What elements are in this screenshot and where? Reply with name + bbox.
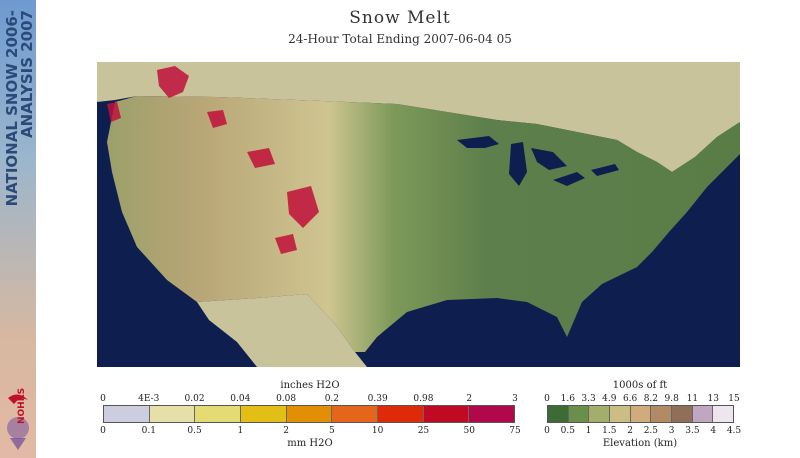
elev-legend-bottom-label-5: 2.5 [643,426,659,436]
great-lakes [457,136,619,186]
elev-legend-bottom-unit: Elevation (km) [602,438,678,449]
snow-legend-top-label-3: 0.04 [230,394,251,404]
snow-legend-bottom-label-2: 0.5 [187,426,202,436]
elev-legend-bottom-label-1: 0.5 [560,426,575,436]
snow-melt-map [97,62,740,367]
snow-melt-legend-bar [103,405,515,423]
snow-legend-top-label-5: 0.2 [324,394,340,404]
elev-legend-top-label-0: 0 [544,394,550,404]
snow-legend-swatch-6 [378,406,424,422]
snow-legend-bottom-label-7: 25 [417,426,430,436]
elev-legend-top-label-8: 13 [707,394,719,404]
snow-legend-top-unit: inches H2O [280,380,340,391]
snow-legend-swatch-4 [286,406,333,422]
elev-legend-swatch-8 [713,406,734,422]
snow-legend-swatch-1 [149,406,196,422]
elev-legend-top-label-3: 4.9 [602,394,617,404]
elev-legend-swatch-4 [630,406,652,422]
snow-legend-swatch-8 [469,406,515,422]
elev-legend-swatch-7 [692,406,714,422]
canada-land [97,62,740,172]
sidebar-banner: NATIONAL SNOW 2006- ANALYSIS 2007 NOHRSC [0,0,36,458]
logo-text: NOHRSC [17,388,27,424]
elev-legend-swatch-1 [568,406,590,422]
snow-legend-swatch-5 [332,406,379,422]
elev-legend-bottom-label-0: 0 [544,426,550,436]
mexico-land [197,294,367,367]
snow-legend-swatch-2 [195,406,242,422]
elev-legend-bottom-label-4: 2 [627,426,633,436]
snow-legend-bottom-label-9: 75 [509,426,521,436]
snow-legend-swatch-7 [423,406,470,422]
page-title: Snow Melt [349,8,451,28]
elev-legend-bottom-label-9: 4.5 [726,426,742,436]
snow-legend-top-label-9: 3 [512,394,518,404]
elev-legend-bottom-label-2: 1 [585,426,592,436]
snow-legend-bottom-label-0: 0 [100,426,106,436]
snow-legend-bottom-label-3: 1 [237,426,244,436]
snow-legend-bottom-label-1: 0.1 [141,426,156,436]
elev-legend-swatch-2 [589,406,611,422]
elev-legend-top-label-1: 1.6 [560,394,575,404]
snow-legend-bottom-label-6: 10 [371,426,384,436]
elev-legend-top-label-7: 11 [686,394,699,404]
snow-legend-bottom-label-8: 50 [463,426,475,436]
snow-legend-top-label-6: 0.39 [367,394,388,404]
snow-legend-top-label-2: 0.02 [184,394,205,404]
elev-legend-swatch-3 [610,406,631,422]
snow-legend-bottom-label-5: 5 [329,426,335,436]
elev-legend-bottom-label-6: 3 [668,426,675,436]
snow-legend-top-label-1: 4E-3 [138,394,160,404]
sidebar-title-line2: ANALYSIS [18,56,36,139]
page-subtitle: 24-Hour Total Ending 2007-06-04 05 [288,32,512,46]
elev-legend-bottom-label-3: 1.5 [602,426,617,436]
melt-areas [107,66,319,254]
snow-legend-top-label-8: 2 [466,394,473,404]
elev-legend-top-label-6: 9.8 [664,394,679,404]
nohrsc-logo: NOHRSC [7,388,29,450]
elev-legend-swatch-5 [651,406,673,422]
snow-legend-swatch-3 [241,406,287,422]
snow-legend-bottom-unit: mm H2O [287,438,333,449]
elev-legend-top-label-5: 8.2 [643,394,659,404]
snow-legend-bottom-label-4: 2 [283,426,289,436]
elev-legend-top-unit: 1000s of ft [612,380,668,391]
elev-legend-swatch-6 [672,406,693,422]
snow-legend-swatch-0 [104,406,150,422]
snow-legend-top-label-0: 0 [100,394,106,404]
elev-legend-bottom-label-7: 3.5 [685,426,700,436]
snow-legend-top-label-4: 0.08 [276,394,297,404]
elev-legend-swatch-0 [548,406,569,422]
snow-legend-top-label-7: 0.98 [413,394,434,404]
elev-legend-top-label-2: 3.3 [581,394,596,404]
elev-legend-top-label-9: 15 [728,394,740,404]
elev-legend-top-label-4: 6.6 [622,394,638,404]
elevation-legend-bar [547,405,734,423]
elev-legend-bottom-label-8: 4 [710,426,717,436]
